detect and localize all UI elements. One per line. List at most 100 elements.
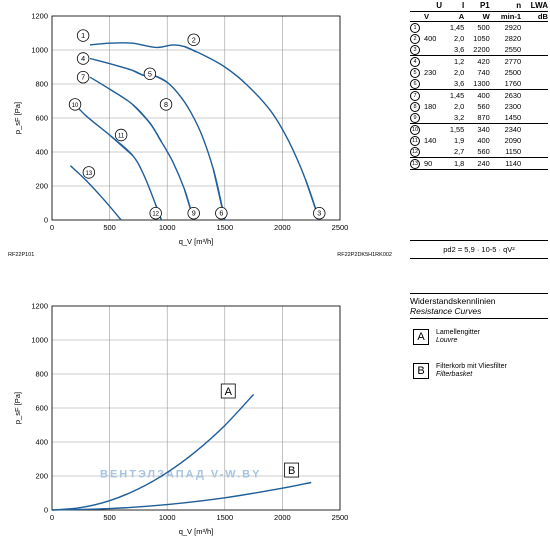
table-header-cell: P1 <box>464 1 490 12</box>
series-line-1 <box>89 42 197 53</box>
noise-cell <box>521 157 548 171</box>
x-tick-label: 2000 <box>274 223 291 232</box>
table-row: 12 2,7 560 1150 <box>410 146 548 158</box>
y-axis-label: p_sF [Pa] <box>13 102 22 134</box>
curve-label-1: 1 <box>81 31 85 40</box>
watermark-text: ВЕНТЭЛЗАПАД V-W.BY <box>100 469 261 481</box>
speed-cell: 1450 <box>504 113 522 123</box>
x-tick-label: 2500 <box>332 513 349 522</box>
x-tick-label: 2500 <box>332 223 349 232</box>
power-cell: 560 <box>477 147 490 157</box>
power-cell: 1050 <box>473 34 490 44</box>
speed-cell: 1140 <box>489 157 522 171</box>
row-number-badge: 11 <box>410 136 420 147</box>
row-number-badge: 2 <box>410 34 420 45</box>
speed-cell: 1150 <box>505 147 522 157</box>
curve-box-B <box>284 462 300 478</box>
voltage-cell: 180 <box>424 102 437 112</box>
y-tick-label: 600 <box>35 114 48 123</box>
voltage-cell <box>424 44 442 56</box>
speed-cell: 2920 <box>504 23 522 33</box>
x-tick-label: 1500 <box>216 223 233 232</box>
table-unit-cell: V <box>424 11 442 23</box>
curve-label-7: 7 <box>81 73 85 82</box>
speed-cell: 2090 <box>504 136 522 146</box>
curve-label-6: 6 <box>219 209 223 218</box>
row-id-cell: 2 <box>410 33 424 45</box>
row-id-cell: 6 <box>410 78 424 90</box>
footer-right-code: RF22P2DK5H1RK002 <box>337 252 392 258</box>
curve-marker-3 <box>313 206 326 220</box>
noise-cell <box>521 101 548 112</box>
current-cell: 1,2 <box>442 55 465 68</box>
legend-english-label: Louvre <box>436 337 458 344</box>
legend-key-box: B <box>413 363 429 379</box>
curve-marker-12 <box>149 206 162 220</box>
y-tick-label: 800 <box>35 80 48 89</box>
current-cell: 2,0 <box>454 102 465 112</box>
curve-marker-11 <box>114 128 128 142</box>
series-line-4 <box>89 57 226 221</box>
plot-frame <box>51 305 341 511</box>
current-cell: 1,8 <box>442 157 465 171</box>
curve-marker-7 <box>76 70 90 84</box>
table-row: 5 230 2,0 740 2500 <box>410 67 548 79</box>
x-tick-label: 500 <box>103 223 116 232</box>
formula-text: pd2 = 5,9 · 10-5 · qV² <box>443 245 515 254</box>
y-tick-label: 0 <box>44 216 48 225</box>
curve-label-A: A <box>225 386 233 398</box>
curve-marker-1 <box>76 29 90 42</box>
row-id-cell: 8 <box>410 101 424 113</box>
voltage-cell: 90 <box>424 157 442 171</box>
table-header-cell: LWA <box>521 1 548 12</box>
x-tick-label: 0 <box>50 513 54 522</box>
table-header-cell: U <box>424 1 442 12</box>
resistance-legend-item: A Lamellengitter Louvre <box>410 329 548 353</box>
current-cell: 1,45 <box>449 23 465 33</box>
table-header-cell <box>410 1 424 12</box>
power-cell: 1300 <box>473 79 490 89</box>
plot-frame <box>51 15 341 221</box>
resistance-subtitle: Resistance Curves <box>410 306 548 319</box>
y-tick-label: 200 <box>35 472 48 481</box>
curve-marker-8 <box>159 98 173 111</box>
legend-german-label: Lamellengitter <box>436 329 480 336</box>
footer-left-code: RF22P101 <box>8 252 34 258</box>
row-id-cell: 9 <box>410 112 424 124</box>
speed-cell: 2300 <box>504 102 522 112</box>
voltage-cell: 140 <box>424 136 437 146</box>
y-tick-label: 0 <box>44 506 48 515</box>
curve-box-A <box>220 383 236 399</box>
current-cell: 2,7 <box>454 147 465 157</box>
power-cell: 870 <box>477 113 490 123</box>
table-row: 4 1,2 420 2770 <box>410 55 548 68</box>
noise-cell <box>521 55 548 68</box>
curve-label-10: 10 <box>72 103 79 109</box>
y-tick-label: 1000 <box>31 46 48 55</box>
noise-cell <box>521 135 548 146</box>
x-tick-label: 500 <box>103 513 116 522</box>
voltage-cell <box>424 89 442 102</box>
row-number-badge: 1 <box>410 23 420 34</box>
speed-cell: 2820 <box>504 34 522 44</box>
noise-cell <box>521 22 548 34</box>
row-id-cell: 10 <box>410 123 424 136</box>
series-line-7 <box>89 76 195 221</box>
row-number-badge: 6 <box>410 79 420 90</box>
row-id-cell: 3 <box>410 44 424 56</box>
series-line-2 <box>184 45 320 221</box>
table-row: 8 180 2,0 560 2300 <box>410 101 548 113</box>
voltage-cell: 400 <box>424 34 437 44</box>
curve-label-3: 3 <box>317 209 321 218</box>
curve-label-4: 4 <box>81 54 85 63</box>
row-id-cell: 11 <box>410 135 424 147</box>
table-unit-cell <box>410 11 424 23</box>
legend-text: Lamellengitter Louvre <box>436 329 480 345</box>
current-cell: 1,9 <box>454 136 465 146</box>
curve-label-12: 12 <box>152 212 159 218</box>
x-axis-label: q_V [m³/h] <box>179 237 214 246</box>
table-unit-cell: W <box>464 11 490 23</box>
curve-label-B: B <box>288 465 295 477</box>
